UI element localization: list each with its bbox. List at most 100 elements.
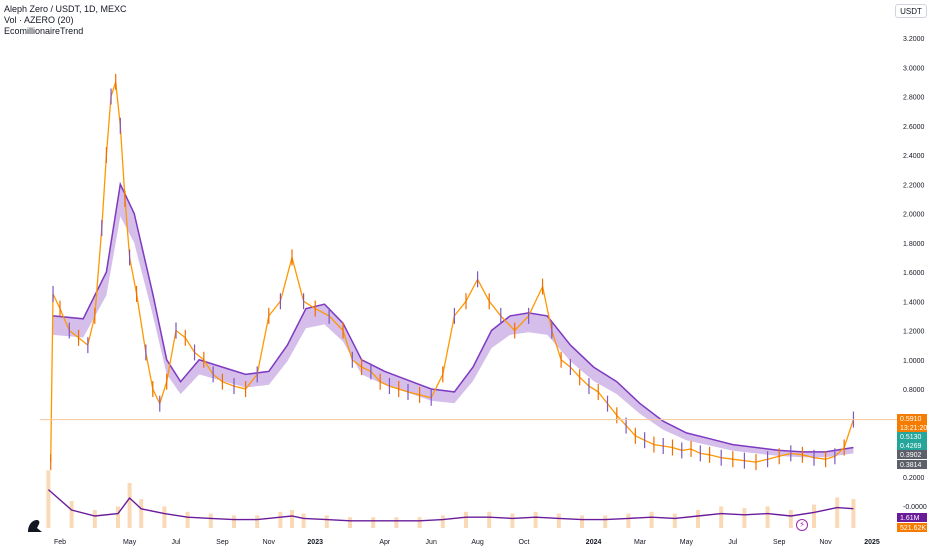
x-tick-label: Aug <box>471 539 484 546</box>
chart-legend: Aleph Zero / USDT, 1D, MEXC Vol · AZERO … <box>4 4 127 37</box>
volume-bar <box>417 517 422 528</box>
x-tick-label: Jun <box>426 539 437 546</box>
volume-bar <box>487 511 492 528</box>
price-label-text: 0.3902 <box>900 452 922 459</box>
y-tick-label: 2.6000 <box>903 124 925 131</box>
volume-bar <box>851 499 856 528</box>
volume-bar <box>116 506 120 528</box>
volume-bar <box>301 513 306 528</box>
volume-bar <box>46 470 51 528</box>
volume-bar <box>812 504 816 528</box>
y-tick-label: 1.0000 <box>903 358 925 365</box>
volume-label-box <box>897 513 927 522</box>
time-axis[interactable]: Feb May Jul Sep Nov 2023 Apr Jun Aug Oct 2024 Mar Ma… <box>54 539 932 546</box>
x-tick-label: Sep <box>216 539 229 546</box>
volume-bar <box>371 517 376 528</box>
y-tick-label: 2.2000 <box>903 182 925 189</box>
price-label-box <box>897 450 927 459</box>
volume-bar <box>603 515 608 528</box>
price-label-box <box>897 441 927 450</box>
x-tick-label: Jul <box>172 539 181 546</box>
x-tick-label: 2024 <box>586 539 602 546</box>
trend-band-upper <box>52 181 854 453</box>
volume-bar <box>788 510 793 528</box>
volume-bar <box>92 510 97 528</box>
volume-bar <box>626 513 631 528</box>
volume-bar <box>324 515 329 528</box>
price-axis[interactable]: 3.2000 3.0000 2.8000 2.6000 2.4000 2.2000 2.00… <box>903 36 927 511</box>
x-tick-label: Nov <box>819 539 832 546</box>
x-tick-label: Oct <box>519 539 530 546</box>
lightning-icon[interactable]: ⚡ <box>796 519 808 531</box>
y-tick-label: 1.6000 <box>903 270 925 277</box>
y-tick-label: 0.8000 <box>903 387 925 394</box>
x-tick-label: Nov <box>263 539 276 546</box>
volume-bar <box>835 497 840 528</box>
price-line <box>50 81 855 463</box>
price-label-box <box>897 423 927 432</box>
y-tick-label: 3.2000 <box>903 36 925 43</box>
y-tick-label: 2.0000 <box>903 212 925 219</box>
volume-bar <box>208 513 213 528</box>
volume-indicator-label[interactable]: Vol · AZERO (20) <box>4 15 74 25</box>
volume-bar <box>394 517 399 528</box>
x-tick-label: May <box>680 539 694 546</box>
price-label-text: 0.5910 <box>900 416 922 423</box>
trend-indicator-label[interactable]: EcomillionaireTrend <box>4 26 84 36</box>
volume-bar <box>185 511 190 528</box>
tradingview-logo-icon[interactable] <box>26 516 46 534</box>
volume-bar <box>348 517 352 528</box>
volume-bar <box>69 501 74 528</box>
y-tick-label: 1.4000 <box>903 299 925 306</box>
price-label-text: 0.5130 <box>900 434 922 441</box>
volume-bar <box>278 511 283 528</box>
volume-bar <box>765 506 770 528</box>
volume-bar <box>533 511 538 528</box>
volume-bar <box>580 515 584 528</box>
price-label-text: 13:21:20 <box>900 425 927 432</box>
y-tick-label: 2.8000 <box>903 95 925 102</box>
volume-bar <box>464 511 468 528</box>
volume-bar <box>510 513 515 528</box>
volume-bar <box>719 506 724 528</box>
volume-bar <box>672 513 677 528</box>
price-label-box <box>897 460 927 469</box>
x-tick-label: Feb <box>54 539 66 546</box>
price-labels: 0.5910 13:21:20 0.5130 0.4269 0.3902 0.3814 1.… <box>897 414 927 532</box>
x-tick-label: Jul <box>728 539 737 546</box>
y-tick-label: 1.8000 <box>903 241 925 248</box>
y-tick-label: 1.2000 <box>903 329 925 336</box>
volume-bar <box>255 515 260 528</box>
volume-zero-label: -0.0000 <box>903 504 927 511</box>
volume-label-box <box>897 523 927 532</box>
price-label-text: 0.3814 <box>900 462 922 469</box>
price-label-text: 0.4269 <box>900 443 922 450</box>
volume-bar <box>290 510 294 528</box>
volume-bar <box>440 515 445 528</box>
y-tick-label: 2.4000 <box>903 153 925 160</box>
volume-bar <box>742 508 747 528</box>
y-tick-label: 0.2000 <box>903 475 925 482</box>
volume-bar <box>139 499 144 528</box>
y-tick-label: 3.0000 <box>903 65 925 72</box>
x-tick-label: Apr <box>379 539 391 546</box>
volume-label-text: 1.61M <box>900 515 920 522</box>
volume-bar <box>127 483 132 528</box>
price-label-box <box>897 414 927 423</box>
x-tick-label: 2025 <box>864 539 880 546</box>
volume-bar <box>649 511 654 528</box>
volume-bar <box>556 513 561 528</box>
volume-bar <box>162 506 167 528</box>
volume-label-text: 521.62K <box>900 525 926 532</box>
price-series <box>50 73 855 471</box>
trend-band <box>52 181 854 458</box>
currency-button[interactable]: USDT <box>895 4 927 18</box>
x-tick-label: Sep <box>773 539 786 546</box>
volume-bar <box>696 510 700 528</box>
x-tick-label: 2023 <box>307 539 323 546</box>
x-tick-label: Mar <box>634 539 647 546</box>
symbol-title[interactable]: Aleph Zero / USDT, 1D, MEXC <box>4 4 127 14</box>
price-label-box <box>897 432 927 441</box>
volume-ma-line <box>47 489 854 522</box>
